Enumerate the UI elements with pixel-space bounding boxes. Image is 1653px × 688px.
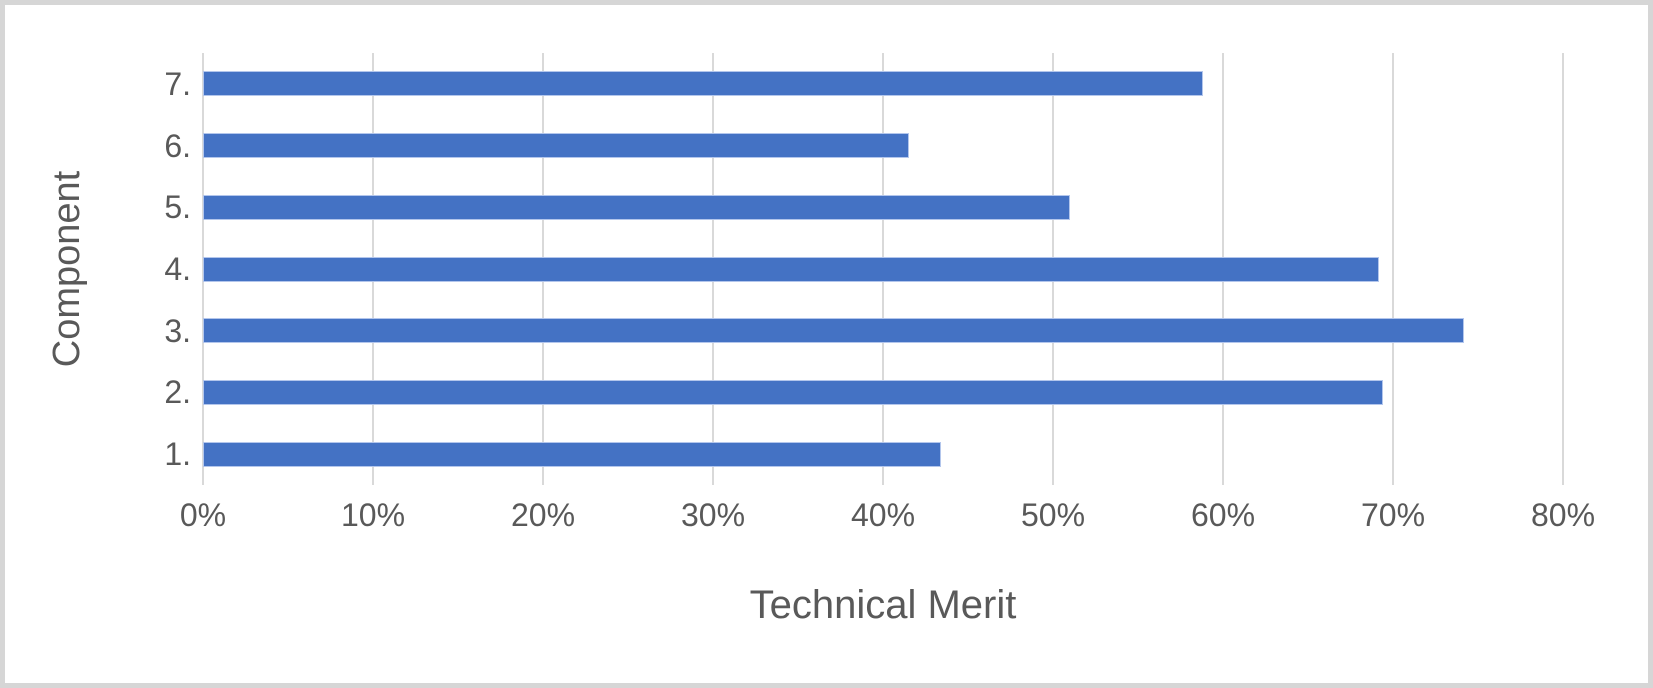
gridline <box>1562 53 1564 485</box>
x-tick-label: 70% <box>1360 497 1426 533</box>
y-tick-label: 4. <box>164 251 191 287</box>
bar-component-3 <box>203 318 1464 343</box>
gridline <box>1392 53 1394 485</box>
plot-area <box>202 53 1564 485</box>
x-tick-label: 50% <box>1020 497 1086 533</box>
y-tick-label: 5. <box>164 189 191 225</box>
x-tick-label: 0% <box>179 497 227 533</box>
x-tick-label: 60% <box>1190 497 1256 533</box>
y-tick-label: 2. <box>164 374 191 410</box>
y-tick-label: 6. <box>164 128 191 164</box>
y-tick-label: 3. <box>164 313 191 349</box>
bar-component-2 <box>203 380 1383 405</box>
y-tick-label: 1. <box>164 436 191 472</box>
x-axis-title: Technical Merit <box>749 583 1017 627</box>
bar-component-6 <box>203 133 909 158</box>
x-tick-label: 10% <box>340 497 406 533</box>
x-tick-label: 80% <box>1530 497 1596 533</box>
x-tick-label: 20% <box>510 497 576 533</box>
bar-component-7 <box>203 71 1203 96</box>
x-tick-label: 40% <box>850 497 916 533</box>
y-tick-label: 7. <box>164 66 191 102</box>
x-tick-label: 30% <box>680 497 746 533</box>
bar-component-4 <box>203 257 1379 282</box>
bar-component-1 <box>203 442 941 467</box>
bar-component-5 <box>203 195 1070 220</box>
